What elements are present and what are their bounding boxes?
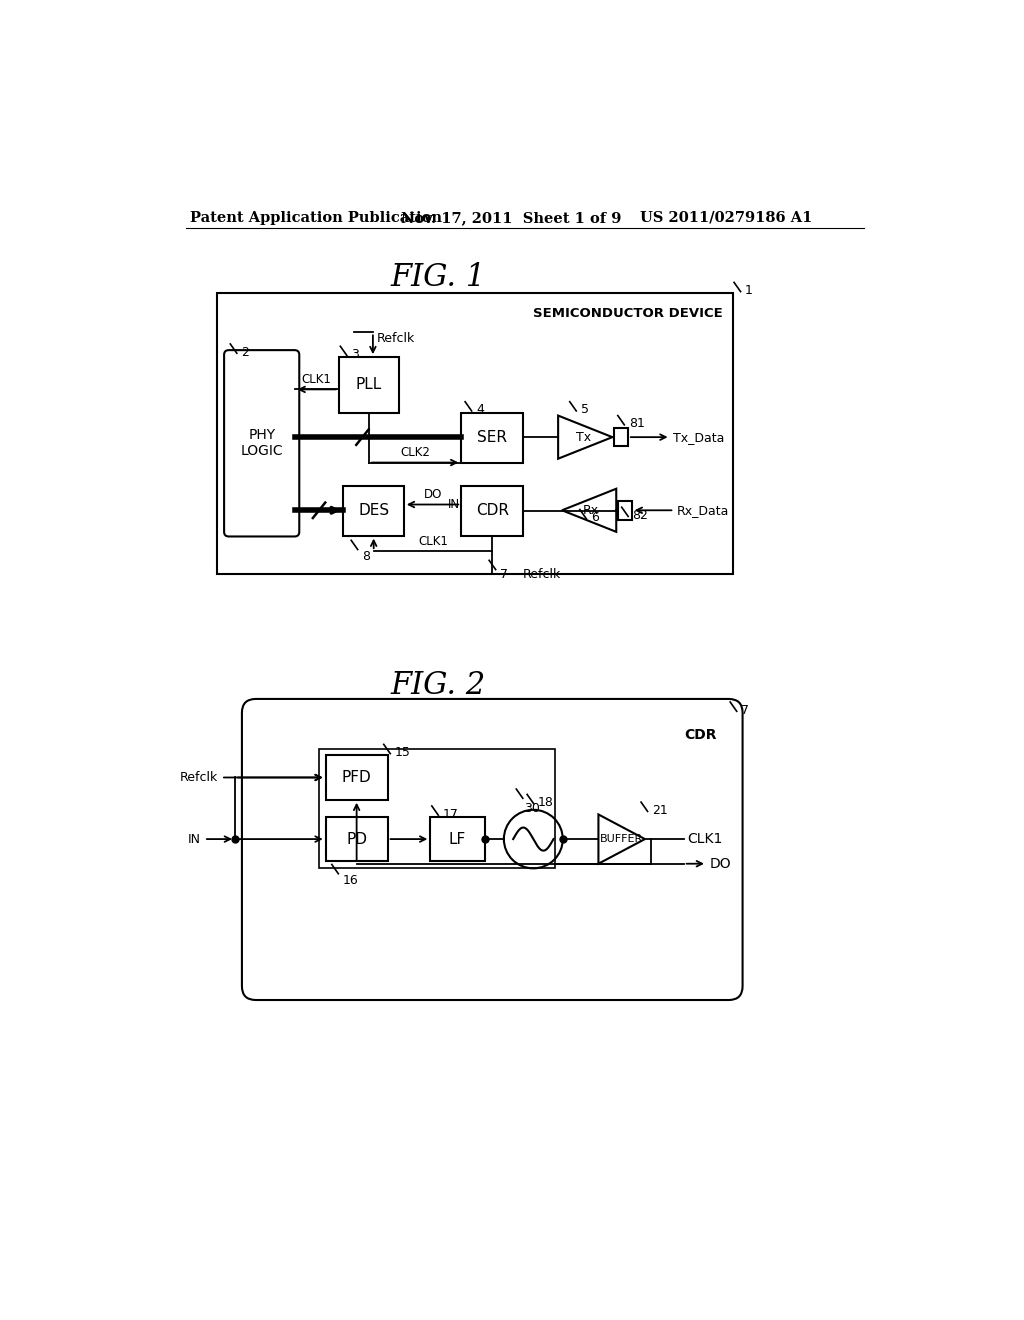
Text: Rx: Rx xyxy=(583,504,599,517)
Text: 7: 7 xyxy=(741,704,749,717)
Text: 18: 18 xyxy=(538,796,554,809)
Circle shape xyxy=(504,810,563,869)
Text: CLK1: CLK1 xyxy=(418,535,447,548)
Text: 6: 6 xyxy=(591,511,599,524)
Text: 17: 17 xyxy=(442,808,459,821)
Text: DO: DO xyxy=(423,488,441,502)
Text: Tx: Tx xyxy=(577,430,591,444)
Text: PHY
LOGIC: PHY LOGIC xyxy=(241,428,283,458)
Text: Patent Application Publication: Patent Application Publication xyxy=(190,211,442,224)
Text: Nov. 17, 2011  Sheet 1 of 9: Nov. 17, 2011 Sheet 1 of 9 xyxy=(400,211,622,224)
Text: CDR: CDR xyxy=(684,729,717,742)
Text: 4: 4 xyxy=(476,404,484,416)
Text: 21: 21 xyxy=(652,804,668,817)
Text: IN: IN xyxy=(187,833,201,846)
Text: IN: IN xyxy=(447,498,460,511)
Text: CLK2: CLK2 xyxy=(400,446,430,459)
Text: Tx_Data: Tx_Data xyxy=(673,430,724,444)
Text: 5: 5 xyxy=(581,404,589,416)
Text: Refclk: Refclk xyxy=(179,771,218,784)
FancyBboxPatch shape xyxy=(224,350,299,536)
Text: FIG. 1: FIG. 1 xyxy=(390,263,485,293)
Bar xyxy=(614,428,628,446)
Text: 82: 82 xyxy=(633,508,648,521)
Text: SEMICONDUCTOR DEVICE: SEMICONDUCTOR DEVICE xyxy=(534,308,723,319)
Text: BUFFER: BUFFER xyxy=(600,834,643,843)
Text: 7: 7 xyxy=(500,568,508,581)
Bar xyxy=(617,502,632,520)
Text: 8: 8 xyxy=(362,549,370,562)
Bar xyxy=(339,358,399,412)
Polygon shape xyxy=(598,814,645,863)
Bar xyxy=(461,486,523,536)
Text: 30: 30 xyxy=(524,803,540,816)
Bar xyxy=(343,486,403,536)
Bar xyxy=(319,748,555,867)
Text: 15: 15 xyxy=(394,746,411,759)
Bar xyxy=(217,293,732,574)
Bar xyxy=(326,755,388,800)
Text: CLK1: CLK1 xyxy=(687,832,722,846)
Text: 16: 16 xyxy=(343,874,358,887)
Text: PLL: PLL xyxy=(356,378,382,392)
Text: 3: 3 xyxy=(351,348,359,360)
Text: Refclk: Refclk xyxy=(523,568,561,581)
Text: DO: DO xyxy=(710,857,732,871)
FancyBboxPatch shape xyxy=(242,700,742,1001)
Text: CLK1: CLK1 xyxy=(302,374,332,387)
Text: PFD: PFD xyxy=(342,770,372,785)
Text: US 2011/0279186 A1: US 2011/0279186 A1 xyxy=(640,211,812,224)
Text: PD: PD xyxy=(346,832,368,846)
Text: DES: DES xyxy=(358,503,389,519)
Text: 81: 81 xyxy=(629,417,644,430)
Polygon shape xyxy=(562,488,616,532)
Text: Rx_Data: Rx_Data xyxy=(677,504,729,517)
Text: FIG. 2: FIG. 2 xyxy=(390,671,485,701)
Text: SER: SER xyxy=(477,430,507,445)
Text: Refclk: Refclk xyxy=(377,333,415,345)
Bar xyxy=(430,817,484,862)
Text: CDR: CDR xyxy=(476,503,509,519)
Bar xyxy=(461,413,523,462)
Text: LF: LF xyxy=(449,832,466,846)
Text: 2: 2 xyxy=(241,346,249,359)
Text: 1: 1 xyxy=(744,284,753,297)
Polygon shape xyxy=(558,416,612,459)
Bar xyxy=(326,817,388,862)
